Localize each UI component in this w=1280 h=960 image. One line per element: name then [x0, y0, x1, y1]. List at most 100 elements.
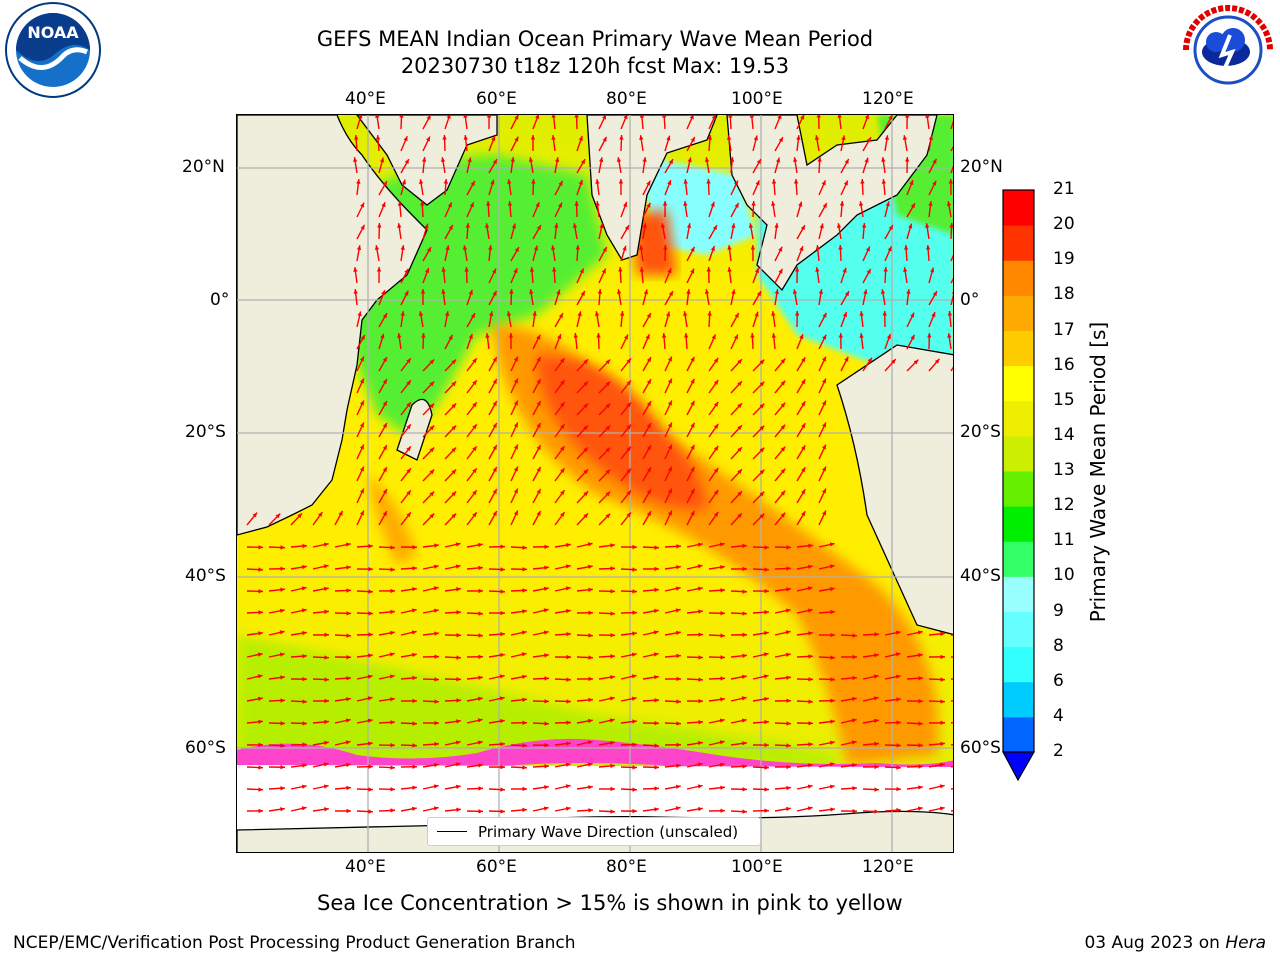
- wave-vector-head: [588, 587, 593, 592]
- colorbar-tick-label: 4: [1053, 705, 1064, 726]
- wave-vector-head: [793, 157, 798, 162]
- wave-vector-head: [737, 403, 742, 409]
- wave-vector-head: [646, 489, 651, 495]
- wave-vector-head: [280, 765, 285, 770]
- wave-vector-head: [429, 403, 435, 409]
- wave-vector-head: [786, 587, 791, 592]
- wave-vector-head: [429, 381, 435, 387]
- wave-vector-head: [440, 157, 446, 163]
- wave-vector-head: [807, 608, 813, 613]
- wave-vector-head: [602, 246, 607, 252]
- colorbar-tick-label: 14: [1053, 424, 1075, 445]
- wave-vector-head: [852, 808, 857, 814]
- colorbar: [1001, 189, 1036, 782]
- wave-vector-head: [861, 223, 867, 228]
- wave-vector-head: [536, 466, 541, 472]
- wave-vector-head: [522, 720, 527, 725]
- colorbar-tick-label: 18: [1053, 284, 1075, 305]
- wave-vector-head: [258, 808, 263, 814]
- wave-vector-head: [728, 115, 733, 118]
- wave-vector-head: [737, 469, 742, 475]
- wave-vector-head: [712, 225, 717, 231]
- wave-vector-head: [455, 784, 461, 789]
- wave-vector-head: [513, 378, 518, 384]
- wave-vector-head: [557, 334, 562, 340]
- wave-vector-head: [639, 245, 644, 250]
- wave-vector-head: [566, 654, 571, 660]
- wave-vector-head: [731, 223, 736, 229]
- wave-vector-head: [822, 203, 827, 209]
- wave-vector-head: [382, 511, 387, 517]
- wave-vector-head: [742, 632, 747, 637]
- wave-vector-head: [764, 787, 769, 792]
- wave-vector-head: [382, 401, 387, 407]
- wave-vector-head: [786, 785, 791, 791]
- wave-vector-head: [560, 380, 565, 386]
- wave-vector-head: [353, 289, 358, 294]
- wave-vector-head: [771, 311, 776, 316]
- wave-vector-head: [390, 808, 395, 813]
- wave-vector-head: [690, 488, 695, 494]
- wave-vector-head: [896, 808, 901, 813]
- wave-vector-head: [801, 379, 806, 385]
- wave-vector-head: [588, 697, 593, 703]
- wave-vector-head: [390, 720, 395, 725]
- colorbar-tick-label: 6: [1053, 670, 1064, 691]
- colorbar-segment: [1003, 260, 1034, 296]
- wave-vector-head: [602, 115, 606, 120]
- wave-vector-head: [683, 201, 688, 206]
- wave-vector-head: [836, 223, 842, 229]
- wave-vector-head: [433, 586, 439, 591]
- wave-vector-head: [544, 721, 549, 726]
- wave-vector-head: [660, 223, 666, 229]
- wave-vector-head: [865, 246, 870, 252]
- wave-vector-head: [389, 630, 395, 636]
- wave-vector-head: [632, 631, 637, 636]
- wave-vector-head: [514, 136, 519, 142]
- lat-label-right: 20°N: [960, 157, 1003, 177]
- wave-vector-head: [801, 511, 806, 517]
- wave-vector-head: [713, 423, 719, 429]
- wave-vector-head: [566, 677, 571, 682]
- wave-vector-head: [280, 743, 285, 748]
- wave-vector-head: [720, 565, 725, 570]
- wave-vector-head: [565, 564, 571, 569]
- wave-vector-head: [301, 586, 307, 591]
- wave-vector-head: [346, 676, 351, 681]
- wave-vector-head: [626, 380, 631, 386]
- wave-vector-head: [771, 333, 777, 338]
- wave-vector-head: [508, 333, 514, 338]
- wave-vector-head: [852, 633, 857, 638]
- wave-vector-head: [609, 740, 615, 746]
- wave-vector-head: [324, 655, 329, 660]
- wave-vector-head: [302, 721, 307, 726]
- wave-vector-head: [918, 721, 923, 726]
- wave-vector-head: [444, 311, 450, 317]
- wave-vector-head: [888, 115, 893, 120]
- wave-vector-head: [418, 179, 424, 185]
- wave-vector-head: [654, 587, 659, 593]
- wave-vector-head: [280, 587, 285, 592]
- wave-vector-head: [521, 630, 527, 635]
- wave-vector-head: [544, 676, 549, 681]
- footer-host: Hera: [1225, 933, 1266, 953]
- wave-vector-head: [731, 289, 736, 295]
- wave-vector-head: [346, 808, 351, 814]
- wave-vector-head: [583, 469, 589, 475]
- wave-vector-head: [910, 203, 915, 209]
- wave-vector-head: [411, 806, 417, 811]
- wave-vector-head: [666, 135, 671, 141]
- wave-vector-head: [759, 469, 765, 475]
- wave-vector-head: [543, 586, 549, 591]
- wave-vector-head: [653, 608, 659, 614]
- wave-vector-head: [720, 611, 725, 616]
- wave-vector-head: [873, 696, 879, 701]
- wave-vector-head: [626, 446, 631, 452]
- wave-vector-head: [302, 543, 307, 549]
- wave-vector-head: [513, 400, 518, 406]
- colorbar-tick-label: 19: [1053, 249, 1075, 270]
- wave-vector-head: [742, 611, 747, 616]
- wave-vector-head: [698, 609, 703, 614]
- wave-vector-head: [676, 565, 681, 570]
- wave-vector-head: [909, 180, 914, 186]
